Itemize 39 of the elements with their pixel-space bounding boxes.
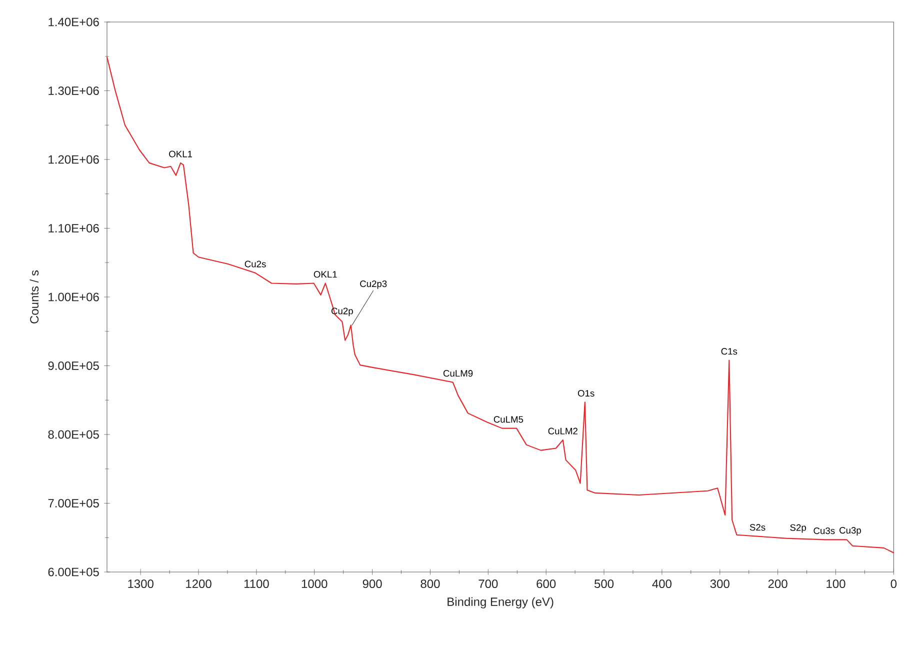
x-tick-label: 600	[536, 580, 556, 588]
y-tick-label: 7.00E+05	[48, 498, 99, 508]
annotation: O1s	[578, 390, 594, 397]
line-series	[106, 56, 894, 554]
y-tick-label: 1.20E+06	[48, 155, 99, 164]
x-tick-label: 1300	[128, 580, 154, 588]
x-tick-label: 700	[478, 580, 498, 588]
y-tick-label: 1.10E+06	[48, 224, 99, 233]
x-tick-label: 500	[594, 580, 614, 588]
annotation: S2p	[790, 524, 806, 533]
y-tick-label: 9.00E+05	[48, 361, 99, 370]
x-axis-title: Binding Energy (eV)	[448, 597, 554, 608]
x-tick-label: 1200	[186, 580, 212, 588]
annotation: OKL1	[169, 150, 192, 158]
annotation: CuLM9	[443, 370, 473, 377]
annotation: C1s	[721, 348, 738, 355]
x-tick-label: 200	[768, 580, 788, 588]
y-tick-label: 1.30E+06	[48, 86, 99, 95]
x-tick-label: 0	[890, 580, 897, 588]
y-tick-label: 1.40E+06	[48, 18, 99, 26]
x-tick-label: 800	[420, 580, 440, 588]
annotation: S2s	[750, 524, 766, 531]
y-tick-label: 6.00E+05	[48, 568, 99, 576]
x-tick-label: 900	[362, 580, 382, 588]
x-tick-label: 1000	[302, 580, 328, 588]
x-tick-label: 1100	[244, 580, 269, 588]
y-axis-title: Counts / s	[30, 270, 39, 324]
x-tick-label: 100	[826, 580, 846, 588]
annotation: OKL1	[314, 271, 337, 278]
annotation: Cu2s	[244, 260, 266, 268]
x-tick-label: 400	[652, 580, 672, 588]
annotation: Cu3s	[814, 527, 835, 534]
annotation: CuLM2	[548, 428, 578, 434]
x-tick-label: 300	[710, 580, 730, 588]
annotation: Cu2p3	[360, 280, 387, 289]
annotation: CuLM5	[494, 416, 524, 423]
annotation: Cu3p	[840, 527, 861, 536]
y-tick-label: 8.00E+05	[48, 430, 99, 439]
y-tick-label: 1.00E+06	[48, 292, 99, 302]
